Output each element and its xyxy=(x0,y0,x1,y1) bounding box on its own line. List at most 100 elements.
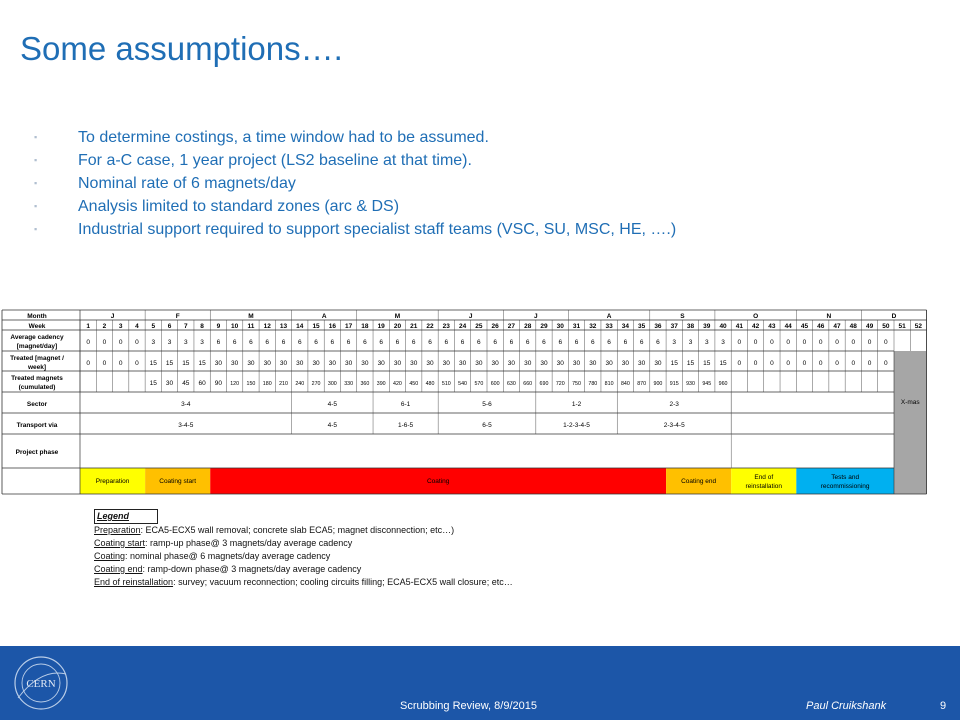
cumulated-value: 30 xyxy=(166,380,174,387)
treated-value: 0 xyxy=(819,360,823,367)
legend-term: Preparation xyxy=(94,525,141,535)
phase-label: End of xyxy=(754,474,773,481)
treated-value: 15 xyxy=(703,360,711,367)
cumulated-value: 180 xyxy=(263,381,272,387)
bullet-item: ▪ To determine costings, a time window ha… xyxy=(34,126,676,149)
legend-term: Coating end xyxy=(94,564,143,574)
cumulated-value: 810 xyxy=(605,381,614,387)
transport-label: 3-4-5 xyxy=(178,422,194,429)
bullet-marker: ▪ xyxy=(34,155,38,166)
legend-box: Legend Preparation: ECA5-ECX5 wall remov… xyxy=(94,509,513,589)
week-number: 43 xyxy=(768,323,776,330)
transport-label: 6-5 xyxy=(482,422,492,429)
cadency-value: 6 xyxy=(591,339,595,346)
treated-value: 30 xyxy=(264,360,272,367)
week-number: 46 xyxy=(817,323,825,330)
cadency-value: 3 xyxy=(200,339,204,346)
treated-value: 30 xyxy=(508,360,516,367)
cumulated-value: 540 xyxy=(458,381,467,387)
treated-value: 30 xyxy=(557,360,565,367)
treated-value: 30 xyxy=(443,360,451,367)
bullet-text: To determine costings, a time window had… xyxy=(78,129,489,146)
week-number: 48 xyxy=(850,323,858,330)
week-number: 33 xyxy=(605,323,613,330)
phase-cell xyxy=(796,468,894,494)
cumulated-value: 870 xyxy=(637,381,646,387)
week-number: 22 xyxy=(426,323,434,330)
cadency-value: 6 xyxy=(265,339,269,346)
treated-value: 30 xyxy=(426,360,434,367)
treated-value: 0 xyxy=(786,360,790,367)
phase-label: Tests and xyxy=(831,474,859,481)
month-label: N xyxy=(827,313,832,320)
week-number: 10 xyxy=(231,323,239,330)
treated-value: 15 xyxy=(198,360,206,367)
week-number: 12 xyxy=(264,323,272,330)
cadency-value: 6 xyxy=(624,339,628,346)
treated-value: 30 xyxy=(654,360,662,367)
cadency-value: 6 xyxy=(331,339,335,346)
cumulated-value: 780 xyxy=(588,381,597,387)
phase-cell xyxy=(145,468,211,494)
cumulated-value: 630 xyxy=(507,381,516,387)
cumulated-value: 750 xyxy=(572,381,581,387)
month-label: A xyxy=(607,313,612,320)
footer-author: Paul Cruikshank xyxy=(806,700,887,712)
legend-item: Coating end: ramp-down phase@ 3 magnets/… xyxy=(94,563,513,576)
treated-value: 30 xyxy=(540,360,548,367)
week-number: 3 xyxy=(119,323,123,330)
cadency-value: 3 xyxy=(184,339,188,346)
legend-item: Coating start: ramp-up phase@ 3 magnets/… xyxy=(94,537,513,550)
week-number: 51 xyxy=(899,323,907,330)
week-number: 27 xyxy=(508,323,516,330)
treated-value: 0 xyxy=(119,360,123,367)
month-label: M xyxy=(395,313,400,320)
page-number: 9 xyxy=(940,700,947,712)
legend-text: : ramp-down phase@ 3 magnets/day average… xyxy=(142,564,362,574)
month-label: J xyxy=(111,313,115,320)
week-number: 4 xyxy=(135,323,139,330)
bullet-marker: ▪ xyxy=(34,224,38,235)
xmas-cell xyxy=(894,351,927,494)
month-label: D xyxy=(892,313,897,320)
cumulated-value: 600 xyxy=(491,381,500,387)
month-label: J xyxy=(534,313,538,320)
transport-label: 4-5 xyxy=(328,422,338,429)
week-number: 11 xyxy=(248,323,255,330)
row-label-week: Week xyxy=(29,323,46,330)
cadency-value: 6 xyxy=(363,339,367,346)
week-number: 49 xyxy=(866,323,874,330)
cadency-value: 6 xyxy=(558,339,562,346)
cadency-value: 6 xyxy=(347,339,351,346)
cumulated-value: 915 xyxy=(670,381,679,387)
cadency-value: 3 xyxy=(151,339,155,346)
sector-label: 4-5 xyxy=(328,401,338,408)
legend-text: : ramp-up phase@ 3 magnets/day average c… xyxy=(145,538,353,548)
cumulated-value: 45 xyxy=(182,380,190,387)
month-label: O xyxy=(753,313,758,320)
cadency-value: 0 xyxy=(819,339,823,346)
row-label-month: Month xyxy=(27,313,47,320)
month-label: J xyxy=(469,313,473,320)
treated-value: 0 xyxy=(103,360,107,367)
cadency-value: 6 xyxy=(477,339,481,346)
cumulated-value: 150 xyxy=(247,381,256,387)
week-number: 7 xyxy=(184,323,188,330)
treated-value: 15 xyxy=(150,360,158,367)
week-number: 1 xyxy=(86,323,90,330)
sector-label: 2-3 xyxy=(670,401,680,408)
cumulated-value: 60 xyxy=(198,380,206,387)
cumulated-value: 510 xyxy=(442,381,451,387)
cumulated-value: 300 xyxy=(328,381,337,387)
cumulated-value: 945 xyxy=(702,381,711,387)
cumulated-value: 120 xyxy=(230,381,239,387)
cumulated-value: 690 xyxy=(540,381,549,387)
schedule-table: Preparation Coating start Coating Coating e… xyxy=(1,309,927,495)
cadency-value: 6 xyxy=(217,339,221,346)
row-label-cadency: Average cadency xyxy=(10,334,64,341)
cadency-value: 6 xyxy=(607,339,611,346)
cumulated-value: 930 xyxy=(686,381,695,387)
week-number: 52 xyxy=(915,323,923,330)
cumulated-value: 210 xyxy=(279,381,288,387)
phase-cell xyxy=(666,468,732,494)
